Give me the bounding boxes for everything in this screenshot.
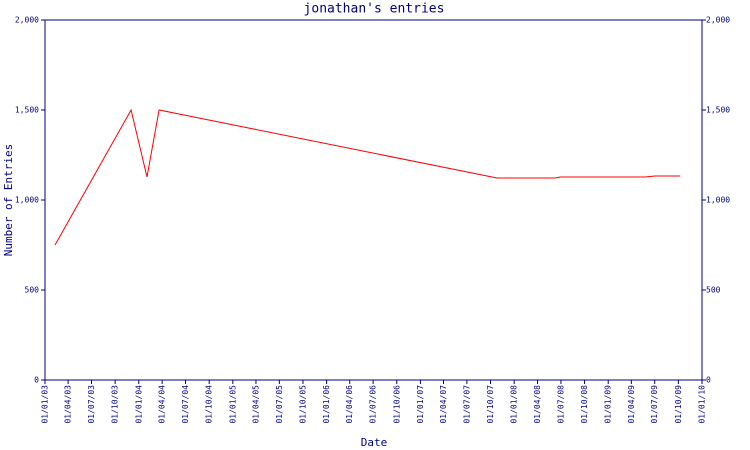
- x-tick-label: 01/01/09: [604, 385, 613, 424]
- x-tick-label: 01/07/09: [650, 385, 659, 424]
- x-tick-label: 01/04/07: [439, 385, 448, 424]
- y-tick-label-right: 1,000: [706, 196, 730, 205]
- x-tick-label: 01/01/04: [134, 385, 143, 424]
- x-tick-label: 01/10/09: [674, 385, 683, 424]
- data-line: [54, 108, 681, 246]
- x-tick-label: 01/10/06: [392, 385, 401, 424]
- x-tick-label: 01/01/08: [510, 385, 519, 424]
- x-tick-label: 01/07/08: [556, 385, 565, 424]
- y-tick-label-right: 2,000: [706, 16, 730, 25]
- chart-title: jonathan's entries: [304, 2, 445, 17]
- y-tick-label: 500: [25, 286, 40, 295]
- x-tick-label: 01/04/04: [158, 385, 167, 424]
- y-tick-label-right: 1,500: [706, 106, 730, 115]
- x-tick-label: 01/04/05: [251, 385, 260, 424]
- x-tick-label: 01/04/03: [64, 385, 73, 424]
- x-tick-label: 01/01/07: [416, 385, 425, 424]
- x-tick-label: 01/04/08: [533, 385, 542, 424]
- x-tick-label: 01/10/05: [298, 385, 307, 424]
- x-tick-label: 01/07/03: [87, 385, 96, 424]
- x-tick-label: 01/07/06: [369, 385, 378, 424]
- y-axis-label: Number of Entries: [2, 144, 15, 257]
- x-tick-label: 01/10/08: [580, 385, 589, 424]
- y-tick-label: 2,000: [15, 16, 39, 25]
- y-tick-label: 1,500: [15, 106, 39, 115]
- y-tick-label-right: 500: [706, 286, 721, 295]
- x-tick-label: 01/01/05: [228, 385, 237, 424]
- x-tick-label: 01/01/10: [698, 385, 707, 424]
- x-tick-label: 01/07/07: [462, 385, 471, 424]
- y-tick-label-right: 0: [706, 376, 711, 385]
- x-tick-label: 01/04/06: [345, 385, 354, 424]
- x-axis-label: Date: [361, 436, 388, 449]
- x-tick-label: 01/01/03: [41, 385, 50, 424]
- x-tick-label: 01/01/06: [322, 385, 331, 424]
- x-tick-label: 01/10/07: [486, 385, 495, 424]
- x-tick-label: 01/07/04: [181, 385, 190, 424]
- x-tick-label: 01/10/03: [111, 385, 120, 424]
- x-tick-label: 01/04/09: [627, 385, 636, 424]
- x-tick-label: 01/07/05: [275, 385, 284, 424]
- plot-frame: [44, 19, 703, 381]
- y-tick-label: 0: [34, 376, 39, 385]
- y-tick-label: 1,000: [15, 196, 39, 205]
- x-tick-label: 01/10/04: [205, 385, 214, 424]
